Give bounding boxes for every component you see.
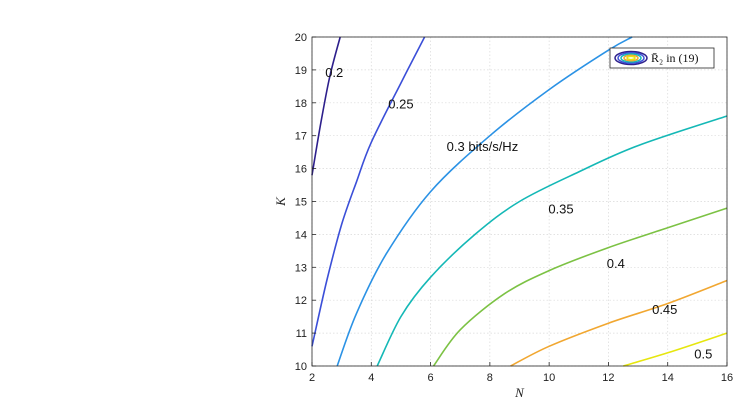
legend-ring xyxy=(614,50,648,66)
contour-label: 0.4 xyxy=(607,256,625,271)
x-tick-label: 10 xyxy=(543,372,555,384)
y-axis-ticks: 10 11 12 13 14 15 16 17 18 19 20 xyxy=(295,32,316,373)
y-tick-label: 18 xyxy=(295,98,307,110)
contour-label: 0.35 xyxy=(548,202,573,217)
contour-line-0-45 xyxy=(510,279,728,367)
y-tick-label: 20 xyxy=(295,32,307,44)
legend-ring xyxy=(626,55,636,61)
x-tick-label: 16 xyxy=(721,372,733,384)
x-tick-label: 4 xyxy=(368,372,374,384)
y-tick-label: 12 xyxy=(295,295,307,307)
contour-lines xyxy=(311,36,728,367)
contour-labels: 0.2 0.25 0.3 bits/s/Hz 0.35 0.4 0.45 0.5 xyxy=(325,65,712,361)
y-tick-label: 15 xyxy=(295,197,307,209)
legend-ring xyxy=(623,54,639,62)
legend-label: R̄₂ in (19) xyxy=(651,51,699,65)
contour-line-0-3 xyxy=(336,36,633,367)
contour-label: 0.2 xyxy=(325,65,343,80)
contour-label: 0.5 xyxy=(694,346,712,361)
legend: R̄₂ in (19) xyxy=(609,47,715,69)
y-axis-label: K xyxy=(273,196,288,207)
legend-ring xyxy=(617,52,645,64)
contour-line-0-25 xyxy=(311,36,426,347)
y-tick-label: 19 xyxy=(295,65,307,77)
y-tick-label: 16 xyxy=(295,164,307,176)
contour-line-0-4 xyxy=(432,207,728,367)
legend-ring xyxy=(620,53,642,63)
contour-line-0-35 xyxy=(376,115,728,367)
y-tick-label: 14 xyxy=(295,229,307,241)
y-tick-label: 13 xyxy=(295,262,307,274)
y-tick-label: 17 xyxy=(295,131,307,143)
x-axis-label: N xyxy=(514,385,525,400)
contour-line-0-5 xyxy=(623,332,728,367)
x-tick-label: 8 xyxy=(487,372,493,384)
y-tick-label: 10 xyxy=(295,361,307,373)
x-tick-label: 2 xyxy=(309,372,315,384)
contour-label: 0.3 bits/s/Hz xyxy=(447,139,519,154)
contour-label: 0.45 xyxy=(652,302,677,317)
y-tick-label: 11 xyxy=(296,328,307,340)
contour-label: 0.25 xyxy=(388,96,413,111)
x-tick-label: 6 xyxy=(428,372,434,384)
x-tick-label: 14 xyxy=(662,372,674,384)
x-axis-ticks: 2 4 6 8 10 12 14 16 xyxy=(309,362,733,384)
contour-line-0-2 xyxy=(311,36,341,176)
contour-legend-icon xyxy=(614,50,648,66)
x-tick-label: 12 xyxy=(602,372,614,384)
